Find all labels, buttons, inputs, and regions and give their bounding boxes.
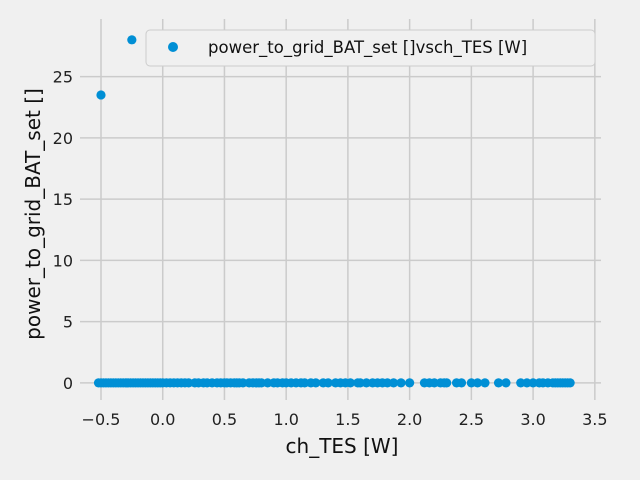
y-tick-label: 5 — [63, 313, 73, 332]
y-tick-label: 20 — [53, 129, 73, 148]
data-point — [480, 378, 490, 388]
y-axis-label: power_to_grid_BAT_set [] — [21, 88, 45, 340]
x-tick-label: −0.5 — [82, 410, 121, 429]
y-tick-label: 0 — [63, 374, 73, 393]
x-tick-label: 3.0 — [520, 410, 545, 429]
data-point — [442, 378, 452, 388]
x-tick-label: 3.5 — [582, 410, 607, 429]
data-point — [501, 378, 511, 388]
data-point — [456, 378, 467, 388]
y-tick-label: 15 — [53, 190, 73, 209]
data-point — [493, 378, 504, 388]
x-tick-label: 1.0 — [273, 410, 298, 429]
legend: power_to_grid_BAT_set []vsch_TES [W] — [145, 29, 596, 67]
x-tick-label: 0.0 — [150, 410, 175, 429]
data-point — [345, 378, 355, 388]
y-tick-labels: 0 5 10 15 20 25 — [53, 68, 73, 393]
y-tick-label: 25 — [53, 68, 73, 87]
x-tick-label: 1.5 — [335, 410, 360, 429]
grid-lines — [80, 19, 601, 400]
data-point — [472, 378, 483, 388]
x-tick-label: 2.0 — [397, 410, 422, 429]
data-point — [323, 378, 333, 388]
legend-marker — [168, 42, 178, 52]
data-point — [388, 378, 399, 388]
data-point — [127, 35, 137, 45]
data-point — [396, 378, 406, 388]
x-tick-label: 0.5 — [212, 410, 237, 429]
x-axis-label: ch_TES [W] — [286, 434, 399, 458]
data-point — [565, 378, 575, 388]
data-point — [311, 378, 321, 388]
data-point — [96, 90, 106, 100]
legend-box — [145, 29, 596, 67]
x-tick-label: 2.5 — [459, 410, 484, 429]
data-point — [405, 378, 415, 388]
legend-label: power_to_grid_BAT_set []vsch_TES [W] — [208, 38, 527, 58]
x-tick-labels: −0.5 0.0 0.5 1.0 1.5 2.0 2.5 3.0 3.5 — [82, 410, 608, 429]
y-tick-label: 10 — [53, 251, 73, 270]
data-points — [93, 35, 575, 388]
